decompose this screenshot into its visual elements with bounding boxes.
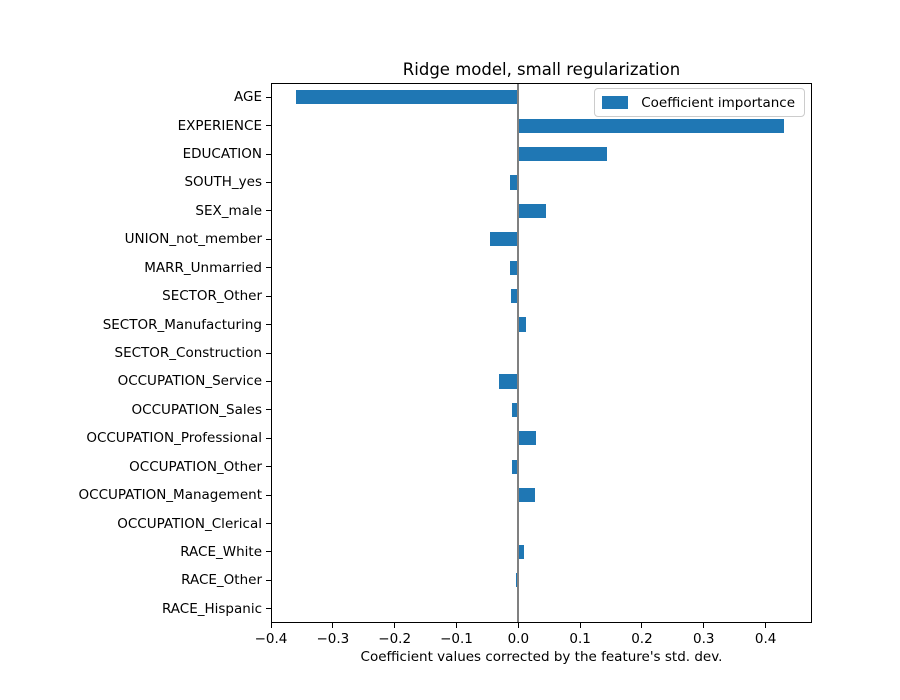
x-tick-label: 0.1 xyxy=(569,631,591,647)
y-tick-mark xyxy=(266,181,271,183)
x-tick-label: 0.4 xyxy=(754,631,777,647)
bar xyxy=(510,175,519,190)
y-tick-mark xyxy=(266,494,271,496)
x-tick-label: 0.3 xyxy=(693,631,715,647)
y-tick-mark xyxy=(266,437,271,439)
y-tick-mark xyxy=(266,267,271,269)
bar xyxy=(518,118,785,133)
x-axis-label: Coefficient values corrected by the feat… xyxy=(360,649,723,665)
y-tick-mark xyxy=(266,523,271,525)
bar xyxy=(518,146,607,162)
y-tick-mark xyxy=(266,409,271,411)
y-tick-label: EXPERIENCE xyxy=(177,117,262,134)
x-tick-label: 0.2 xyxy=(631,631,653,647)
y-tick-mark xyxy=(266,125,271,127)
bar xyxy=(511,402,519,417)
x-tick-mark xyxy=(332,623,334,628)
y-tick-label: AGE xyxy=(234,89,262,106)
x-tick-label: 0.0 xyxy=(507,631,530,647)
y-tick-label: EDUCATION xyxy=(182,146,262,163)
y-tick-mark xyxy=(266,238,271,240)
y-tick-mark xyxy=(266,466,271,468)
x-tick-mark xyxy=(517,623,519,628)
x-tick-label: −0.1 xyxy=(440,631,473,647)
y-tick-mark xyxy=(266,352,271,354)
y-tick-label: SEX_male xyxy=(195,202,262,219)
y-tick-label: RACE_Hispanic xyxy=(161,600,262,617)
bar xyxy=(510,289,519,304)
y-tick-label: SECTOR_Other xyxy=(162,288,262,305)
y-tick-label: RACE_Other xyxy=(181,572,262,589)
y-tick-mark xyxy=(266,210,271,212)
y-tick-mark xyxy=(266,380,271,382)
y-tick-label: SECTOR_Construction xyxy=(114,345,263,361)
y-tick-label: OCCUPATION_Sales xyxy=(131,401,262,418)
bar xyxy=(295,90,519,105)
y-tick-mark xyxy=(266,96,271,98)
chart-title: Ridge model, small regularization xyxy=(402,60,681,79)
x-tick-label: −0.2 xyxy=(378,631,412,647)
y-tick-label: MARR_Unmarried xyxy=(144,259,262,276)
x-tick-mark xyxy=(394,623,396,628)
bar xyxy=(510,260,519,275)
plot-area xyxy=(271,83,812,623)
bar xyxy=(518,317,526,332)
y-tick-label: SECTOR_Manufacturing xyxy=(102,316,262,333)
bar xyxy=(511,459,519,474)
x-tick-label: −0.4 xyxy=(254,631,288,647)
y-tick-mark xyxy=(266,579,271,581)
bar xyxy=(518,544,524,560)
y-tick-label: SOUTH_yes xyxy=(184,174,262,191)
y-tick-label: RACE_White xyxy=(180,543,262,560)
legend: Coefficient importance xyxy=(594,88,805,117)
x-tick-mark xyxy=(641,623,643,628)
y-tick-mark xyxy=(266,295,271,297)
bar xyxy=(499,374,519,389)
y-tick-label: OCCUPATION_Other xyxy=(129,458,262,475)
zero-line xyxy=(517,84,520,622)
y-tick-mark xyxy=(266,153,271,155)
y-tick-label: OCCUPATION_Management xyxy=(78,487,262,504)
legend-swatch-icon xyxy=(602,96,629,109)
y-tick-label: UNION_not_member xyxy=(124,231,262,248)
y-tick-label: OCCUPATION_Professional xyxy=(86,430,262,447)
bar xyxy=(518,431,536,446)
y-tick-label: OCCUPATION_Clerical xyxy=(117,515,262,532)
y-tick-mark xyxy=(266,324,271,326)
x-tick-label: −0.3 xyxy=(316,631,350,647)
y-tick-mark xyxy=(266,608,271,610)
x-tick-mark xyxy=(765,623,767,628)
x-tick-mark xyxy=(455,623,457,628)
x-tick-mark xyxy=(270,623,272,628)
bar xyxy=(518,203,546,218)
bar xyxy=(490,232,519,247)
y-tick-label: OCCUPATION_Service xyxy=(117,373,262,390)
y-tick-mark xyxy=(266,551,271,553)
bar xyxy=(518,488,535,503)
legend-label: Coefficient importance xyxy=(641,94,795,111)
x-tick-mark xyxy=(579,623,581,628)
x-tick-mark xyxy=(703,623,705,628)
